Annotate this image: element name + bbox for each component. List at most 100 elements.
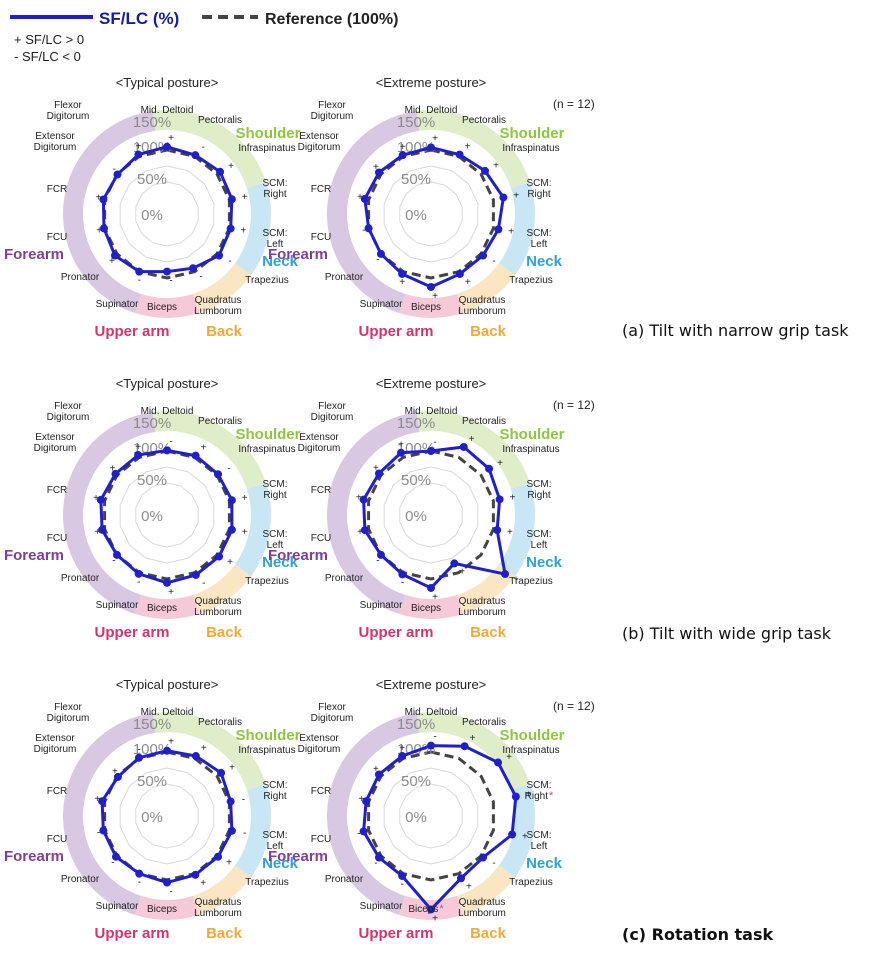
group-band-neck xyxy=(498,482,535,577)
data-point-pectoralis xyxy=(459,442,468,451)
axis-label-pronator: Pronator xyxy=(61,272,100,283)
legend: SF/LC (%) Reference (100%) + SF/LC > 0 -… xyxy=(10,9,398,64)
sign-marker: - xyxy=(401,578,404,589)
sign-marker: + xyxy=(94,527,100,538)
group-label-upper-arm: Upper arm xyxy=(94,323,169,340)
axis-label-scm-left: SCM: Left xyxy=(527,830,552,852)
ring-label-100: 100% xyxy=(397,139,435,156)
axis-label-quadratus-lumborum: Quadratus Lumborum xyxy=(458,295,506,317)
data-point-fcu xyxy=(360,526,369,535)
group-label-forearm: Forearm xyxy=(4,246,64,263)
group-band-neck xyxy=(498,783,535,878)
axis-label-mid-deltoid: Mid. Deltoid xyxy=(405,707,458,718)
group-label-neck: Neck xyxy=(262,554,299,571)
axis-label-fcu: FCU xyxy=(47,533,68,544)
axis-label-scm-right: SCM: Right xyxy=(527,479,552,501)
sign-marker: + xyxy=(357,527,363,538)
sign-marker: + xyxy=(135,442,141,453)
sign-marker: - xyxy=(401,879,404,890)
data-point-pronator xyxy=(110,251,119,260)
chart-title: <Extreme posture> xyxy=(376,75,487,90)
data-point-mid-deltoid xyxy=(427,741,435,750)
data-point-fcu xyxy=(99,224,108,233)
sign-marker: + xyxy=(526,790,532,801)
group-label-upper-arm: Upper arm xyxy=(94,624,169,641)
axis-label-biceps: Biceps xyxy=(147,904,177,915)
axis-label-pectoralis: Pectoralis xyxy=(462,717,506,728)
ring-label-150: 150% xyxy=(133,114,171,131)
axis-label-trapezius: Trapezius xyxy=(245,275,289,286)
grid-ring xyxy=(383,165,479,263)
group-label-forearm: Forearm xyxy=(4,547,64,564)
data-point-fcr xyxy=(362,797,371,806)
sign-marker: + xyxy=(432,133,438,144)
group-band-forearm xyxy=(62,111,156,313)
ring-label-50: 50% xyxy=(401,472,431,489)
sign-marker: - xyxy=(492,858,495,869)
sign-marker: + xyxy=(242,493,248,504)
axis-label-trapezius: Trapezius xyxy=(245,576,289,587)
sign-marker: + xyxy=(96,225,102,236)
sign-marker: + xyxy=(432,592,438,603)
data-point-mid-deltoid xyxy=(163,746,171,755)
data-point-fcu xyxy=(359,827,368,836)
data-point-quadratus-lumborum xyxy=(191,570,200,579)
data-point-quadratus-lumborum xyxy=(455,269,464,278)
group-band-back xyxy=(192,564,252,614)
data-point-infraspinatus xyxy=(216,167,225,176)
data-point-quadratus-lumborum xyxy=(189,264,198,273)
sign-marker: - xyxy=(111,857,114,868)
ring-label-0: 0% xyxy=(405,508,427,525)
chart-title: <Typical posture> xyxy=(116,75,219,90)
sign-marker: + xyxy=(240,226,246,237)
grid-ring xyxy=(119,165,215,263)
reference-line xyxy=(367,148,495,280)
sign-marker: + xyxy=(110,463,116,474)
sample-note: (n = 12) xyxy=(553,398,595,412)
data-point-trapezius xyxy=(215,552,224,561)
grid-ring xyxy=(383,466,479,564)
data-point-scm-left xyxy=(227,525,236,534)
data-point-mid-deltoid xyxy=(163,446,171,455)
data-point-scm-right xyxy=(499,193,508,202)
axis-label-trapezius: Trapezius xyxy=(509,275,553,286)
axis-label-fcu: FCU xyxy=(311,533,332,544)
ring-label-150: 150% xyxy=(397,716,435,733)
data-point-supinator xyxy=(135,869,144,878)
ring-label-100: 100% xyxy=(133,741,171,758)
axis-label-pectoralis: Pectoralis xyxy=(462,416,506,427)
grid-ring xyxy=(399,783,463,849)
legend-reference-label: Reference (100%) xyxy=(265,11,398,28)
data-point-fcr xyxy=(98,797,107,806)
series-line xyxy=(100,749,234,885)
data-point-fcu xyxy=(98,525,107,534)
axis-label-fcr: FCR xyxy=(311,184,332,195)
data-point-pectoralis xyxy=(460,742,469,751)
data-point-supinator xyxy=(398,269,407,278)
group-band-back xyxy=(456,564,516,614)
axis-label-quadratus-lumborum: Quadratus Lumborum xyxy=(194,295,242,317)
sign-marker: - xyxy=(227,464,230,475)
data-point-pectoralis xyxy=(191,451,200,460)
data-point-fcr xyxy=(359,495,368,504)
legend-sign-negative: - SF/LC < 0 xyxy=(14,49,81,64)
sign-marker: + xyxy=(432,913,438,924)
group-band-shoulder xyxy=(152,712,266,791)
data-point-biceps xyxy=(427,583,435,592)
sign-marker: + xyxy=(168,587,174,598)
axis-label-supinator: Supinator xyxy=(96,901,139,912)
sign-marker: + xyxy=(228,161,234,172)
sign-marker: - xyxy=(138,877,141,888)
group-label-forearm: Forearm xyxy=(268,848,328,865)
data-point-scm-right xyxy=(227,496,236,505)
sign-marker: - xyxy=(137,745,140,756)
axis-label-pectoralis: Pectoralis xyxy=(462,115,506,126)
group-label-neck: Neck xyxy=(262,855,299,872)
axis-label-supinator: Supinator xyxy=(360,299,403,310)
group-band-forearm xyxy=(327,111,420,313)
axis-label-scm-left: SCM: Left xyxy=(263,529,288,551)
grid-ring xyxy=(399,181,463,247)
sign-marker: + xyxy=(497,458,503,469)
sign-marker: + xyxy=(522,832,528,843)
